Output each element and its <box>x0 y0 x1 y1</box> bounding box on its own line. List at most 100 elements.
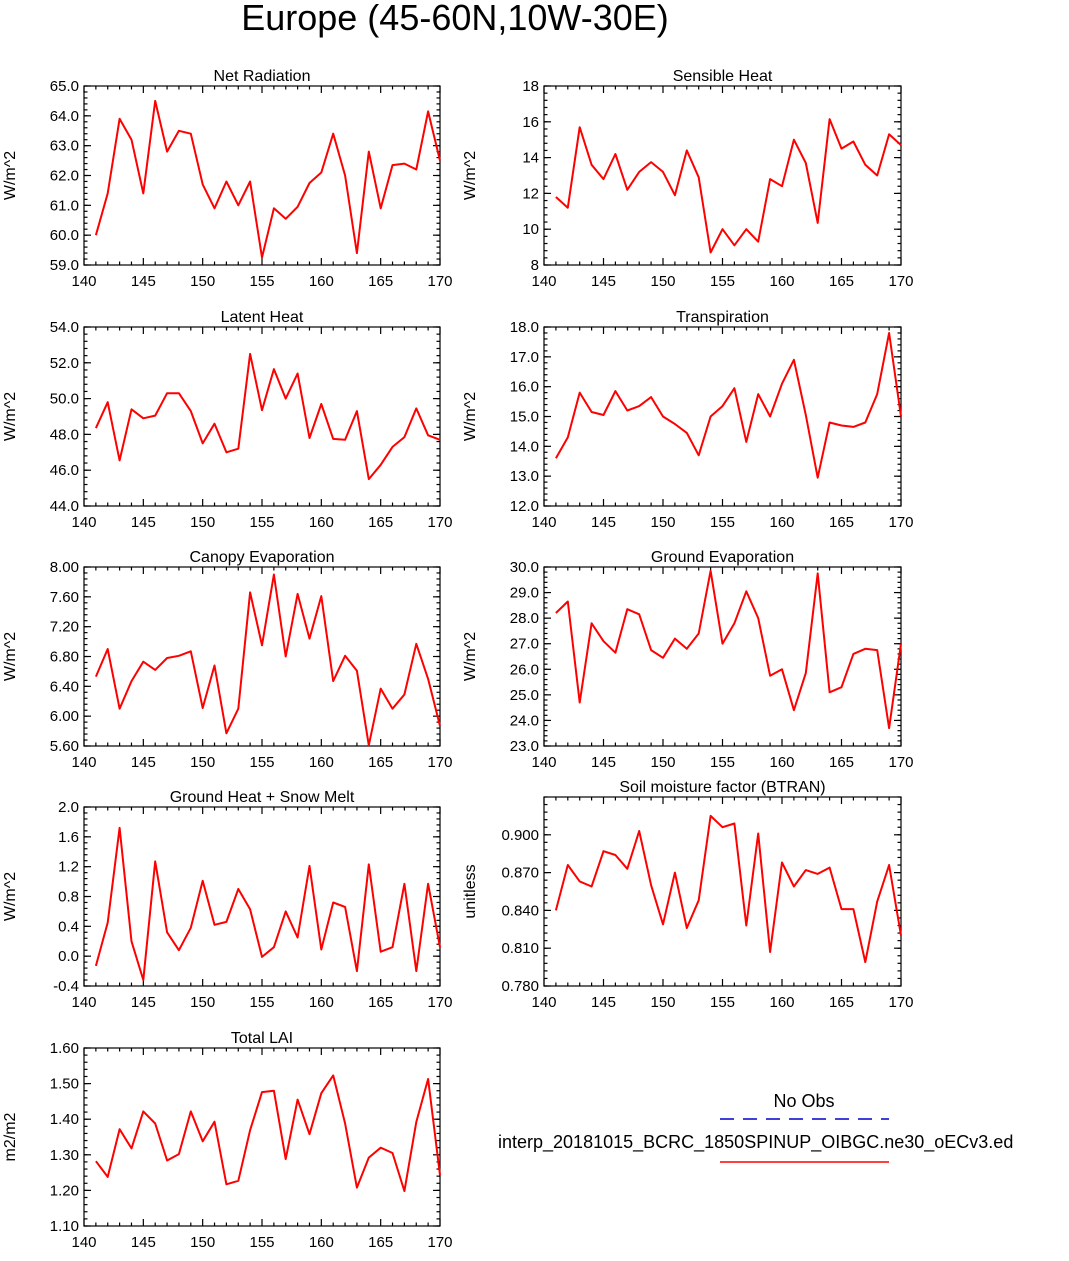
y-tick-label: 0.8 <box>58 889 79 906</box>
y-axis-label: W/m^2 <box>2 632 19 681</box>
x-tick-label: 155 <box>249 273 274 290</box>
series-line-1 <box>94 573 441 747</box>
y-tick-label: 61.0 <box>50 197 79 214</box>
y-tick-label: 1.20 <box>50 1182 79 1199</box>
x-tick-label: 165 <box>829 994 854 1011</box>
x-tick-label: 170 <box>888 273 913 290</box>
y-tick-label: 14.0 <box>510 438 539 455</box>
y-tick-label: 60.0 <box>50 227 79 244</box>
chart-panel-3: 140 145 150 155 160 165 170 44.0 46.0 48.0 50.0 52.… <box>2 309 453 531</box>
y-tick-label: 18 <box>522 78 539 95</box>
panel-title: Ground Evaporation <box>651 549 794 566</box>
y-tick-label: 62.0 <box>50 168 79 185</box>
legend: No Obs interp_20181015_BCRC_1850SPINUP_O… <box>498 1091 1013 1163</box>
panel-title: Transpiration <box>676 309 769 326</box>
x-tick-label: 160 <box>769 514 794 531</box>
x-tick-label: 150 <box>190 514 215 531</box>
y-tick-label: 1.30 <box>50 1147 79 1164</box>
x-tick-label: 160 <box>769 273 794 290</box>
x-tick-label: 155 <box>249 994 274 1011</box>
x-tick-label: 150 <box>190 754 215 771</box>
x-tick-label: 170 <box>427 754 452 771</box>
x-tick-label: 160 <box>309 994 334 1011</box>
x-tick-label: 145 <box>131 514 156 531</box>
x-tick-label: 140 <box>71 994 96 1011</box>
x-tick-label: 155 <box>710 514 735 531</box>
chart-panels: 140 145 150 155 160 165 170 59.0 60.0 61.0 62.0 63.… <box>2 68 914 1251</box>
x-tick-label: 155 <box>249 514 274 531</box>
y-tick-label: 26.0 <box>510 661 539 678</box>
panel-title: Canopy Evaporation <box>190 549 335 566</box>
y-axis-label: unitless <box>462 864 479 918</box>
x-tick-label: 165 <box>829 514 854 531</box>
y-axis-label: W/m^2 <box>462 632 479 681</box>
plot-frame <box>543 796 902 987</box>
x-tick-label: 140 <box>531 994 556 1011</box>
plot-frame <box>83 85 441 266</box>
x-tick-label: 150 <box>650 994 675 1011</box>
x-tick-label: 140 <box>71 514 96 531</box>
y-tick-label: 6.00 <box>50 708 79 725</box>
x-tick-label: 140 <box>531 754 556 771</box>
y-axis-label: W/m^2 <box>2 392 19 441</box>
y-tick-label: 52.0 <box>50 355 79 372</box>
chart-panel-8: 140 145 150 155 160 165 170 0.780 0.810 0.840 0.87… <box>462 779 914 1011</box>
y-tick-label: 54.0 <box>50 319 79 336</box>
y-tick-label: 63.0 <box>50 138 79 155</box>
x-tick-label: 145 <box>131 994 156 1011</box>
y-tick-label: 0.780 <box>501 978 539 995</box>
panel-title: Net Radiation <box>214 68 311 85</box>
plot-frame <box>83 326 441 507</box>
x-tick-label: 145 <box>591 273 616 290</box>
panel-title: Sensible Heat <box>673 68 773 85</box>
panel-title: Latent Heat <box>221 309 304 326</box>
y-tick-label: 0.840 <box>501 902 539 919</box>
x-tick-label: 155 <box>710 273 735 290</box>
x-tick-label: 150 <box>190 273 215 290</box>
x-tick-label: 160 <box>309 514 334 531</box>
x-tick-label: 145 <box>131 273 156 290</box>
x-tick-label: 170 <box>427 273 452 290</box>
x-tick-label: 155 <box>249 754 274 771</box>
x-tick-label: 165 <box>368 273 393 290</box>
y-tick-label: 7.60 <box>50 589 79 606</box>
series-line-1 <box>555 569 902 730</box>
x-tick-label: 145 <box>131 1234 156 1251</box>
y-tick-label: 27.0 <box>510 636 539 653</box>
y-tick-label: 29.0 <box>510 585 539 602</box>
series-line-1 <box>94 352 441 481</box>
y-axis-label: W/m^2 <box>2 151 19 200</box>
y-tick-label: 14 <box>522 150 539 167</box>
plot-frame <box>543 566 902 747</box>
x-tick-label: 165 <box>368 994 393 1011</box>
y-tick-label: 16 <box>522 114 539 131</box>
x-tick-label: 150 <box>190 994 215 1011</box>
x-tick-label: 150 <box>650 754 675 771</box>
y-tick-label: 15.0 <box>510 409 539 426</box>
y-axis-label: W/m^2 <box>462 151 479 200</box>
y-tick-label: 12 <box>522 185 539 202</box>
x-tick-label: 140 <box>71 754 96 771</box>
plot-frame <box>543 326 902 507</box>
chart-panel-6: 140 145 150 155 160 165 170 23.0 24.0 25.0 26.0 27.… <box>462 549 914 771</box>
x-tick-label: 160 <box>309 754 334 771</box>
x-tick-label: 160 <box>309 273 334 290</box>
chart-panel-5: 140 145 150 155 160 165 170 5.60 6.00 6.40 6.80 7.2… <box>2 549 453 771</box>
y-tick-label: 13.0 <box>510 468 539 485</box>
chart-panel-4: 140 145 150 155 160 165 170 12.0 13.0 14.0 15.0 16.… <box>462 309 914 531</box>
chart-panel-9: 140 145 150 155 160 165 170 1.10 1.20 1.30 1.40 1.5… <box>2 1030 453 1251</box>
x-tick-label: 155 <box>710 994 735 1011</box>
y-tick-label: 0.4 <box>58 918 79 935</box>
x-tick-label: 170 <box>427 994 452 1011</box>
y-tick-label: 0.870 <box>501 865 539 882</box>
y-tick-label: 1.6 <box>58 829 79 846</box>
y-tick-label: 24.0 <box>510 712 539 729</box>
x-tick-label: 140 <box>531 273 556 290</box>
x-tick-label: 160 <box>769 754 794 771</box>
series-line-1 <box>94 99 441 259</box>
x-tick-label: 170 <box>888 514 913 531</box>
y-tick-label: 18.0 <box>510 319 539 336</box>
x-tick-label: 165 <box>829 754 854 771</box>
figure-title: Europe (45-60N,10W-30E) <box>241 0 669 38</box>
x-tick-label: 170 <box>888 994 913 1011</box>
